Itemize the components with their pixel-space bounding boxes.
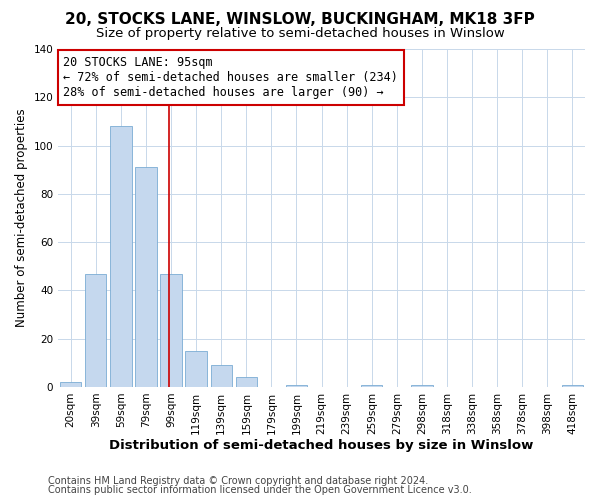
Y-axis label: Number of semi-detached properties: Number of semi-detached properties — [15, 108, 28, 328]
Bar — [211, 365, 232, 387]
Text: 20, STOCKS LANE, WINSLOW, BUCKINGHAM, MK18 3FP: 20, STOCKS LANE, WINSLOW, BUCKINGHAM, MK… — [65, 12, 535, 28]
Bar — [361, 384, 382, 387]
Bar — [110, 126, 131, 387]
Text: Size of property relative to semi-detached houses in Winslow: Size of property relative to semi-detach… — [95, 28, 505, 40]
Bar — [85, 274, 106, 387]
Bar — [160, 274, 182, 387]
Bar — [411, 384, 433, 387]
Text: Contains public sector information licensed under the Open Government Licence v3: Contains public sector information licen… — [48, 485, 472, 495]
Bar — [60, 382, 82, 387]
Bar — [562, 384, 583, 387]
X-axis label: Distribution of semi-detached houses by size in Winslow: Distribution of semi-detached houses by … — [109, 440, 534, 452]
Text: Contains HM Land Registry data © Crown copyright and database right 2024.: Contains HM Land Registry data © Crown c… — [48, 476, 428, 486]
Bar — [286, 384, 307, 387]
Bar — [185, 350, 207, 387]
Bar — [136, 168, 157, 387]
Text: 20 STOCKS LANE: 95sqm
← 72% of semi-detached houses are smaller (234)
28% of sem: 20 STOCKS LANE: 95sqm ← 72% of semi-deta… — [64, 56, 398, 99]
Bar — [236, 378, 257, 387]
